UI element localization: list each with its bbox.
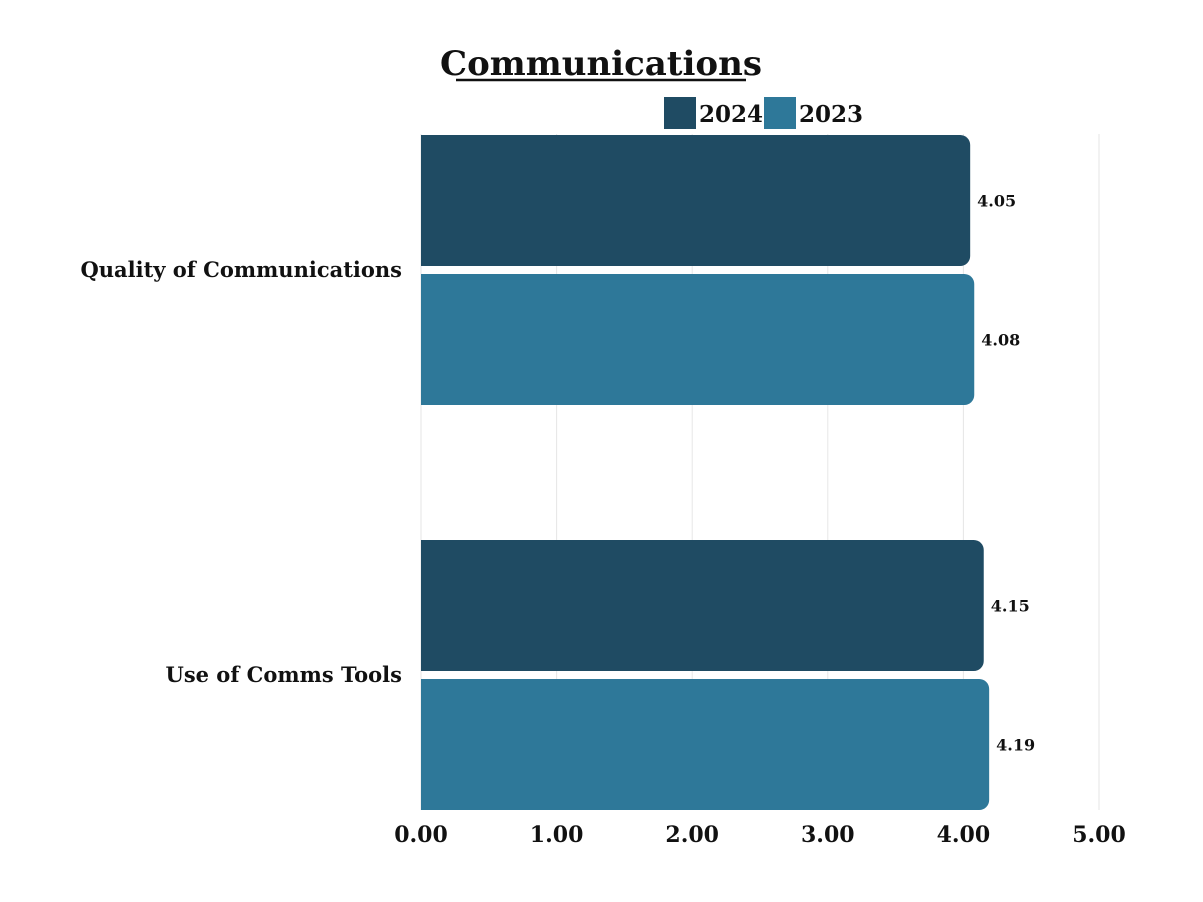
bar-quality-of-communications-2024 (421, 135, 971, 266)
legend-swatch-2024 (664, 97, 696, 129)
legend-label-2023: 2023 (799, 101, 863, 128)
bar-use-of-comms-tools-2024 (421, 540, 984, 671)
x-tick-label-5: 5.00 (1072, 822, 1126, 848)
data-label-use-of-comms-tools-2024: 4.15 (991, 597, 1030, 616)
legend-item-2024[interactable]: 2024 (664, 97, 763, 129)
x-tick-label-1: 1.00 (530, 822, 584, 848)
x-tick-label-0: 0.00 (394, 822, 448, 848)
category-label-quality-of-communications: Quality of Communications (80, 257, 402, 282)
x-axis-tick-labels: 0.00 1.00 2.00 3.00 4.00 5.00 (394, 822, 1126, 848)
legend-swatch-2023 (764, 97, 796, 129)
legend-item-2023[interactable]: 2023 (764, 97, 863, 129)
chart-title: Communications (440, 44, 762, 84)
data-labels: 4.05 4.08 4.15 4.19 (977, 192, 1035, 755)
category-label-use-of-comms-tools: Use of Comms Tools (166, 662, 403, 687)
bar-use-of-comms-tools-2023 (421, 679, 990, 810)
x-tick-label-4: 4.00 (937, 822, 991, 848)
bar-quality-of-communications-2023 (421, 274, 975, 405)
bars (421, 135, 990, 810)
x-tick-label-3: 3.00 (801, 822, 855, 848)
data-label-quality-of-communications-2023: 4.08 (981, 331, 1020, 350)
data-label-quality-of-communications-2024: 4.05 (977, 192, 1016, 211)
legend-label-2024: 2024 (699, 101, 763, 128)
legend[interactable]: 2024 2023 (664, 97, 863, 129)
data-label-use-of-comms-tools-2023: 4.19 (996, 736, 1035, 755)
category-labels: Quality of Communications Use of Comms T… (80, 257, 402, 687)
x-tick-label-2: 2.00 (665, 822, 719, 848)
